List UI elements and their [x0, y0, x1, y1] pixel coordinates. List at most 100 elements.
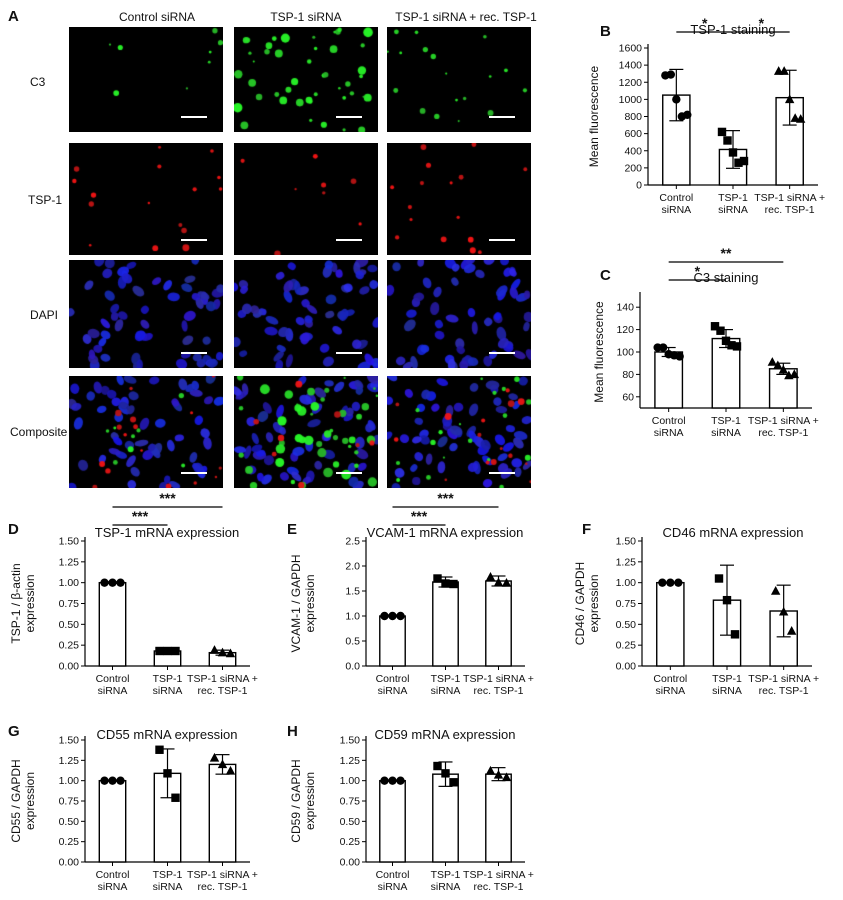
- y-tick-label-e: 2.0: [345, 561, 360, 573]
- x-tick-label-d-0: siRNA: [98, 685, 128, 697]
- micrograph-dapi-tsp1-sirna: [234, 260, 378, 368]
- y-tick-label-f: 1.50: [616, 536, 637, 548]
- data-point-c-1-4: [732, 342, 742, 351]
- scale-bar: [336, 352, 362, 354]
- data-point-b-2-3: [790, 113, 800, 122]
- x-tick-label-b-1: TSP-1: [718, 192, 748, 204]
- y-axis-label-f: CD46 / GAPDH: [573, 562, 587, 645]
- x-tick-label-f-1: TSP-1: [712, 673, 742, 685]
- data-point-h-2-0: [485, 765, 496, 775]
- y-axis-label-h: CD59 / GAPDH: [289, 759, 303, 842]
- data-point-g-1-0: [155, 745, 164, 754]
- significance-label-c-0: *: [695, 263, 701, 279]
- significance-label-c-1: **: [721, 245, 732, 261]
- panel-label-c: C: [600, 267, 611, 284]
- x-tick-label-d-1: TSP-1: [153, 673, 183, 685]
- y-tick-label-c: 60: [622, 391, 634, 403]
- y-tick-label-h: 0.00: [340, 857, 361, 869]
- x-tick-label-b-2: TSP-1 siRNA +: [754, 192, 825, 204]
- x-tick-label-b-0: Control: [659, 192, 693, 204]
- bar-h-1: [432, 773, 459, 863]
- chart-title-e: VCAM-1 mRNA expression: [367, 525, 524, 540]
- chart-title-b: TSP-1 staining: [690, 22, 775, 37]
- data-point-d-1-1: [163, 646, 172, 656]
- data-point-f-2-2: [786, 626, 797, 635]
- chart-title-d: TSP-1 mRNA expression: [95, 525, 240, 540]
- x-tick-label-h-0: siRNA: [378, 881, 408, 893]
- x-tick-label-h-0: Control: [376, 869, 410, 881]
- y-tick-label-e: 0.0: [345, 661, 360, 673]
- scale-bar: [336, 239, 362, 241]
- y-axis-label-d: TSP-1 / β-actin: [9, 563, 23, 643]
- data-point-h-1-2: [449, 778, 458, 787]
- scale-bar: [489, 116, 515, 118]
- x-tick-label-g-0: siRNA: [98, 881, 128, 893]
- y-tick-label-e: 2.5: [345, 536, 360, 548]
- data-point-e-1-0: [433, 574, 442, 583]
- significance-label-e-0: ***: [411, 508, 428, 524]
- y-tick-label-c: 120: [616, 324, 634, 336]
- x-tick-label-c-0: Control: [652, 415, 686, 427]
- column-label-control: Control siRNA: [118, 10, 196, 24]
- scale-bar: [181, 352, 207, 354]
- data-point-b-1-3: [734, 158, 743, 167]
- y-tick-label-b: 1600: [619, 43, 643, 55]
- significance-label-b-1: *: [759, 15, 765, 31]
- chart-title-g: CD55 mRNA expression: [97, 727, 238, 742]
- x-tick-label-d-2: rec. TSP-1: [198, 685, 248, 697]
- panel-label-h: H: [287, 723, 298, 740]
- row-label-tsp1: TSP-1: [28, 193, 63, 207]
- x-tick-label-g-1: siRNA: [153, 881, 183, 893]
- y-tick-label-d: 1.25: [59, 556, 80, 568]
- panel-label-f: F: [582, 521, 591, 538]
- x-tick-label-f-1: siRNA: [712, 685, 742, 697]
- data-point-c-1-1: [716, 326, 725, 335]
- x-tick-label-h-2: rec. TSP-1: [474, 881, 524, 893]
- x-tick-label-e-0: Control: [376, 673, 410, 685]
- scale-bar: [181, 472, 207, 474]
- data-point-e-1-2: [449, 579, 458, 589]
- x-tick-label-e-1: siRNA: [431, 685, 461, 697]
- y-tick-label-e: 1.0: [345, 611, 360, 623]
- data-point-f-1-0: [714, 574, 724, 583]
- data-point-e-2-2: [501, 578, 512, 587]
- bar-e-0: [379, 615, 406, 667]
- y-tick-label-c: 100: [616, 347, 634, 359]
- data-point-b-1-0: [717, 127, 727, 137]
- panel-label-d: D: [8, 521, 19, 538]
- data-point-e-1-1: [441, 579, 450, 588]
- data-point-d-2-2: [225, 648, 236, 658]
- y-tick-label-f: 0.50: [616, 619, 637, 631]
- y-tick-label-d: 1.50: [59, 536, 80, 548]
- y-axis-label-c: Mean fluorescence: [592, 301, 606, 403]
- x-tick-label-c-2: TSP-1 siRNA +: [748, 415, 819, 427]
- y-tick-label-f: 1.25: [616, 556, 637, 568]
- data-point-b-0-4: [683, 110, 692, 119]
- chart-title-h: CD59 mRNA expression: [375, 727, 516, 742]
- y-tick-label-d: 0.75: [59, 598, 80, 610]
- data-point-h-1-0: [433, 761, 442, 771]
- x-tick-label-h-1: siRNA: [431, 881, 461, 893]
- panel-label-e: E: [287, 521, 297, 538]
- y-tick-label-d: 0.25: [59, 640, 80, 652]
- y-tick-label-d: 0.50: [59, 619, 80, 631]
- y-tick-label-f: 0.00: [616, 661, 637, 673]
- micrograph-c3-tsp1-sirna: [234, 27, 378, 132]
- x-tick-label-c-0: siRNA: [654, 427, 684, 439]
- data-point-b-1-1: [723, 136, 732, 145]
- data-point-d-0-2: [116, 578, 125, 587]
- micrograph-composite-rescue: [387, 376, 531, 488]
- data-point-c-2-4: [789, 369, 800, 379]
- micrograph-c3-rescue: [387, 27, 531, 132]
- x-tick-label-g-1: TSP-1: [153, 869, 183, 881]
- bar-h-2: [485, 773, 512, 863]
- row-label-dapi: DAPI: [30, 308, 59, 322]
- data-point-h-0-0: [380, 776, 389, 785]
- data-point-b-1-4: [739, 156, 749, 166]
- bar-g-0: [98, 779, 127, 863]
- x-tick-label-c-2: rec. TSP-1: [758, 427, 808, 439]
- x-tick-label-e-0: siRNA: [378, 685, 408, 697]
- chart-title-c: C3 staining: [693, 270, 758, 285]
- data-point-g-2-1: [217, 759, 228, 769]
- data-point-d-0-1: [108, 578, 117, 587]
